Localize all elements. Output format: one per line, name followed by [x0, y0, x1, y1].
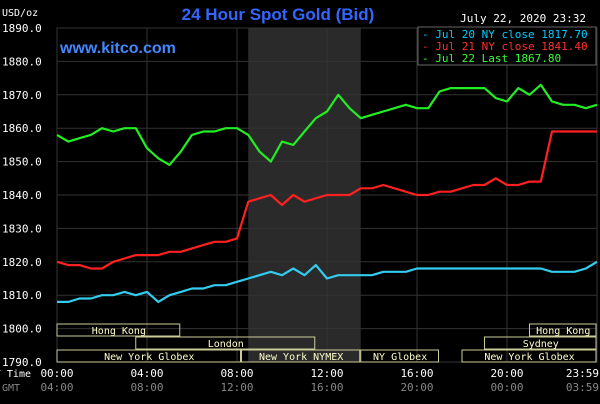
x-tick-label-gmt: 04:00 [40, 381, 73, 394]
legend-box [417, 26, 597, 66]
session-label: Hong Kong [536, 326, 590, 337]
session-band [484, 336, 597, 350]
x-tick-label-ny: 08:00 [220, 367, 253, 380]
x-tick-label-ny: 04:00 [130, 367, 163, 380]
gmt-label: GMT [2, 383, 20, 394]
axes: 1890.0 1880.0 1870.0 1860.0 1850.0 1840.0 1830… [0, 22, 599, 394]
y-tick-label: 1870.0 [2, 89, 42, 102]
x-tick-label-gmt: 00:00 [490, 381, 523, 394]
chart-title: 24 Hour Spot Gold (Bid) [182, 5, 375, 24]
series-line-jul-20 [57, 260, 598, 303]
x-tick-label-ny: 00:00 [40, 367, 73, 380]
y-tick-label: 1800.0 [2, 323, 42, 336]
series-line-jul-22 [56, 83, 598, 166]
y-tick-label: 1810.0 [2, 289, 42, 302]
legend-entry: - Jul 20 NY close 1817.70 [422, 28, 588, 41]
y-tick-label: 1840.0 [2, 189, 42, 202]
session-label: Sydney [523, 339, 559, 350]
y-tick-label: 1830.0 [2, 222, 42, 235]
timestamp: July 22, 2020 23:32 [460, 12, 586, 25]
x-tick-label-ny: 20:00 [490, 367, 523, 380]
session-label: Hong Kong [92, 326, 146, 337]
legend-entry: - Jul 21 NY close 1841.40 [422, 40, 588, 53]
x-tick-label-gmt: 16:00 [310, 381, 343, 394]
series-line-jul-21 [56, 130, 597, 270]
x-tick-label-ny: 12:00 [310, 367, 343, 380]
session-label: New York NYMEX [259, 352, 343, 363]
y-tick-label: 1890.0 [2, 22, 42, 35]
x-tick-label-ny: 23:59 [566, 367, 599, 380]
legend-entry: - Jul 22 Last 1867.80 [422, 52, 561, 65]
session-band [56, 323, 181, 337]
session-bands: Hong Kong Hong Kong London Sydney New York G… [56, 323, 597, 363]
series-lines [56, 83, 598, 303]
watermark: www.kitco.com [59, 40, 176, 57]
legend: - Jul 20 NY close 1817.70- Jul 21 NY clo… [417, 26, 597, 66]
y-tick-label: 1820.0 [2, 256, 42, 269]
session-label: New York Globex [104, 352, 194, 363]
x-tick-label-gmt: 20:00 [400, 381, 433, 394]
x-tick-label-ny: 16:00 [400, 367, 433, 380]
y-tick-label: 1790.0 [2, 356, 42, 369]
session-label: NY Globex [373, 352, 427, 363]
y-tick-label: 1860.0 [2, 122, 42, 135]
session-label: London [208, 339, 244, 350]
session-band [135, 336, 316, 350]
y-tick-label: 1880.0 [2, 55, 42, 68]
x-tick-label-gmt: 12:00 [220, 381, 253, 394]
x-tick-label-gmt: 03:59 [566, 381, 599, 394]
session-band [241, 349, 361, 363]
session-band [529, 323, 597, 337]
ny-time-label: NY Time [0, 369, 31, 380]
session-band [360, 349, 439, 363]
y-unit-label: USD/oz [2, 8, 38, 19]
session-band [461, 349, 597, 363]
y-tick-label: 1850.0 [2, 156, 42, 169]
session-band [56, 349, 241, 363]
x-tick-label-gmt: 08:00 [130, 381, 163, 394]
session-label: New York Globex [484, 352, 574, 363]
